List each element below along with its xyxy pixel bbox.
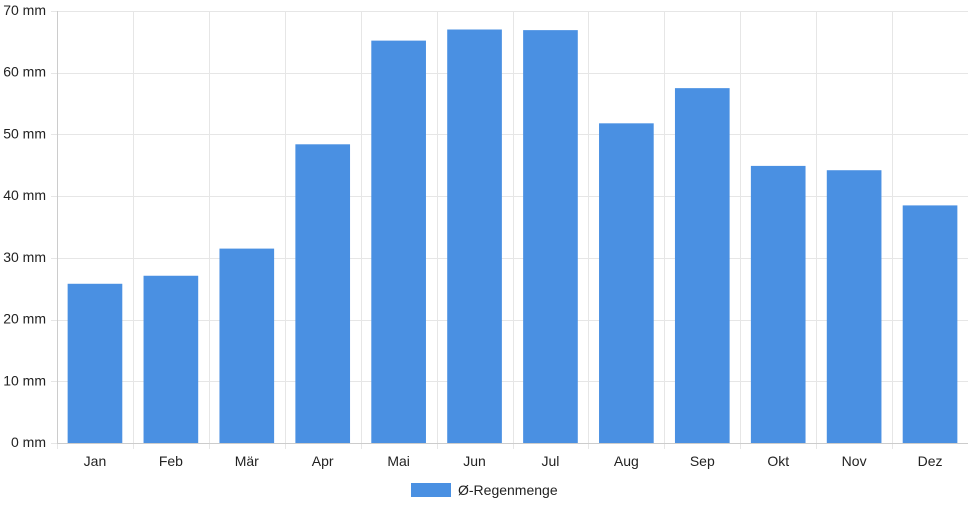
x-tick-label: Jan	[84, 453, 107, 469]
x-tick-label: Feb	[159, 453, 183, 469]
legend[interactable]: Ø-Regenmenge	[411, 482, 558, 498]
x-tick-label: Apr	[312, 453, 334, 469]
bar-mai[interactable]	[371, 40, 426, 444]
x-axis-labels: Jan Feb Mär Apr Mai Jun Jul Aug Sep Okt Nov Dez	[84, 453, 943, 469]
x-tick-label: Jul	[542, 453, 560, 469]
y-tick-label: 10 mm	[3, 372, 46, 388]
bar-apr[interactable]	[295, 144, 351, 444]
bar-okt[interactable]	[750, 165, 806, 443]
bar-jul[interactable]	[523, 30, 578, 443]
y-tick-label: 70 mm	[3, 2, 46, 18]
y-tick-label: 20 mm	[3, 311, 46, 327]
legend-swatch[interactable]	[411, 483, 451, 497]
x-tick-label: Aug	[614, 453, 639, 469]
bar-mär[interactable]	[219, 248, 275, 443]
bar-sep[interactable]	[674, 88, 730, 443]
bar-jun[interactable]	[447, 29, 502, 443]
x-tick-label: Sep	[690, 453, 715, 469]
bar-feb[interactable]	[143, 275, 199, 443]
x-tick-label: Nov	[842, 453, 867, 469]
y-tick-label: 40 mm	[3, 187, 46, 203]
bar-aug[interactable]	[599, 123, 654, 443]
grid-layer	[51, 11, 968, 449]
x-tick-label: Jun	[463, 453, 486, 469]
y-axis-labels: 0 mm 10 mm 20 mm 30 mm 40 mm 50 mm 60 mm 70 mm	[3, 2, 46, 450]
legend-label[interactable]: Ø-Regenmenge	[458, 482, 558, 498]
bar-jan[interactable]	[67, 283, 123, 443]
x-tick-label: Mai	[387, 453, 410, 469]
bar-dez[interactable]	[902, 205, 958, 443]
y-tick-label: 0 mm	[11, 434, 46, 450]
x-tick-label: Mär	[235, 453, 259, 469]
axis-layer	[57, 11, 968, 444]
y-tick-label: 30 mm	[3, 249, 46, 265]
y-tick-label: 60 mm	[3, 64, 46, 80]
bar-nov[interactable]	[826, 170, 882, 443]
x-tick-label: Dez	[918, 453, 943, 469]
bars-layer	[67, 29, 958, 444]
y-tick-label: 50 mm	[3, 125, 46, 141]
x-tick-label: Okt	[767, 453, 789, 469]
